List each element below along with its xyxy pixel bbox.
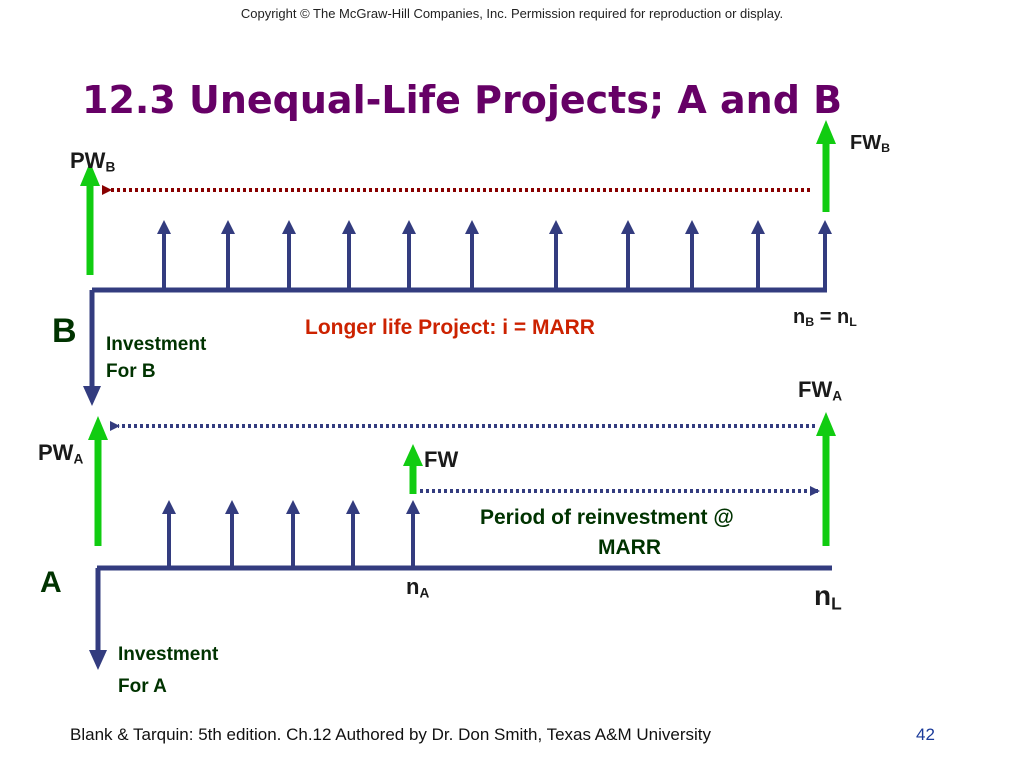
project-b-receipt-arrows: [157, 220, 832, 290]
nb-equals-nl-label: nB = nL: [793, 306, 857, 330]
reinvest-label-line2: MARR: [598, 536, 661, 559]
pw-a-label: PWA: [38, 440, 84, 467]
receipt-arrow: [221, 220, 235, 290]
receipt-arrow: [402, 220, 416, 290]
project-b-label: B: [52, 312, 77, 350]
project-b-diagram: [80, 120, 836, 406]
receipt-arrow: [286, 500, 300, 568]
receipt-arrow: [162, 500, 176, 568]
receipt-arrow: [282, 220, 296, 290]
investment-a-arrow: [89, 568, 107, 670]
reinvest-label-line1: Period of reinvestment @: [480, 506, 734, 529]
investment-a-label-line2: For A: [118, 676, 167, 697]
receipt-arrow: [549, 220, 563, 290]
pw-b-arrow: [80, 162, 100, 275]
receipt-arrow: [225, 500, 239, 568]
investment-b-label-line1: Investment: [106, 334, 207, 355]
receipt-arrow: [818, 220, 832, 290]
pw-a-arrow: [88, 416, 108, 546]
fw-a-label: FWA: [798, 377, 843, 404]
investment-a-label-line1: Investment: [118, 644, 219, 665]
receipt-arrow: [685, 220, 699, 290]
project-a-diagram: [88, 412, 836, 670]
na-label: nA: [406, 574, 430, 601]
receipt-arrow: [751, 220, 765, 290]
project-a-label: A: [40, 566, 62, 599]
project-a-receipt-arrows: [162, 500, 420, 568]
fw-b-arrow: [816, 120, 836, 212]
slide-title: 12.3 Unequal-Life Projects; A and B: [82, 78, 843, 122]
fw-mid-arrow: [403, 444, 423, 494]
investment-b-arrow: [83, 290, 101, 406]
receipt-arrow: [342, 220, 356, 290]
receipt-arrow: [465, 220, 479, 290]
receipt-arrow: [621, 220, 635, 290]
page-number: 42: [916, 725, 935, 744]
fw-b-label: FWB: [850, 132, 891, 156]
project-b-note: Longer life Project: i = MARR: [305, 316, 595, 339]
nl-label: nL: [814, 580, 842, 614]
fw-mid-label: FW: [424, 447, 459, 472]
pw-b-label: PWB: [70, 148, 116, 175]
receipt-arrow: [346, 500, 360, 568]
copyright-notice: Copyright © The McGraw-Hill Companies, I…: [240, 6, 784, 21]
receipt-arrow: [157, 220, 171, 290]
footer-citation: Blank & Tarquin: 5th edition. Ch.12 Auth…: [70, 725, 711, 744]
fw-a-arrow: [816, 412, 836, 546]
receipt-arrow: [406, 500, 420, 568]
investment-b-label-line2: For B: [106, 361, 156, 382]
